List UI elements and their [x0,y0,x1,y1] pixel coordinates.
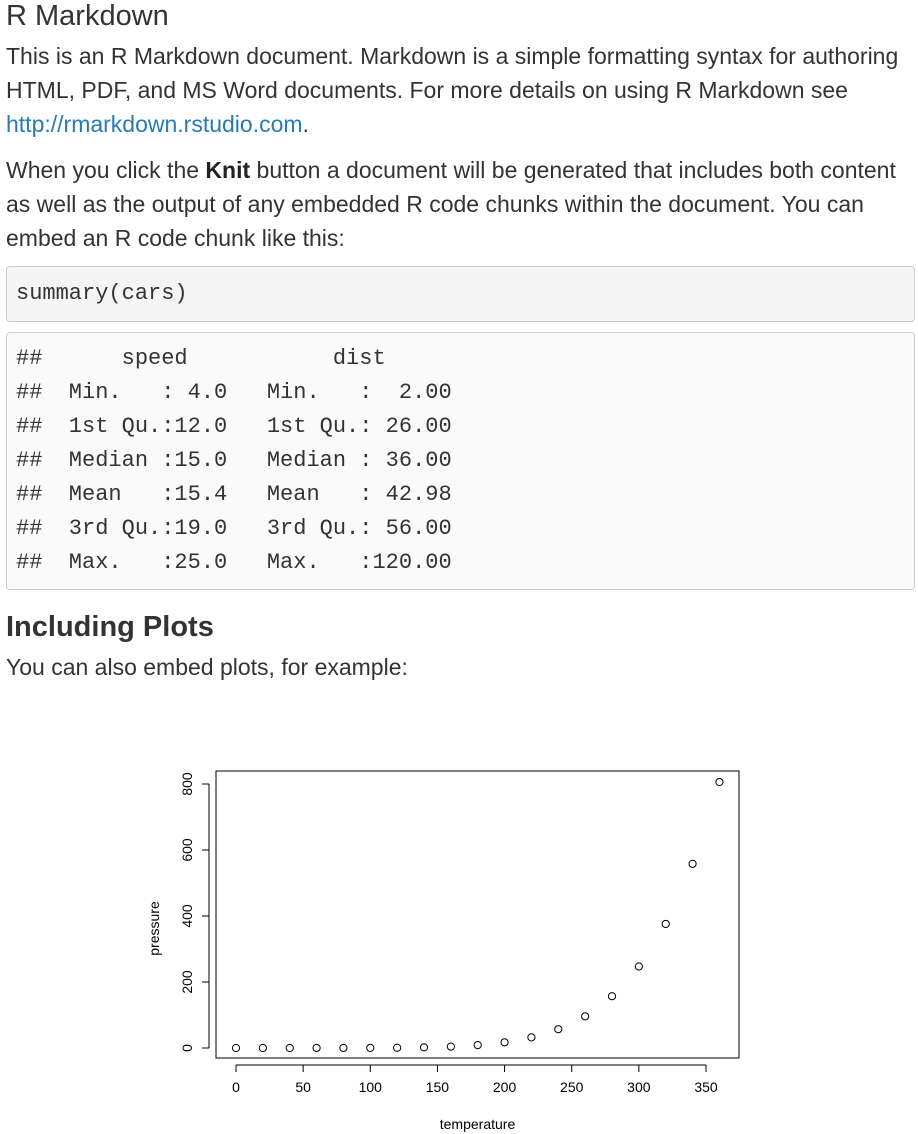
knit-text-before: When you click the [6,157,206,183]
x-tick-label: 200 [493,1079,517,1095]
x-tick-label: 300 [627,1079,651,1095]
y-tick-label: 800 [179,772,195,796]
data-point [661,919,670,929]
x-tick-label: 350 [694,1079,718,1095]
y-tick-label: 200 [179,970,195,994]
knit-bold: Knit [205,157,251,183]
data-point [258,1043,267,1053]
data-point [500,1038,509,1047]
data-point [393,1043,402,1052]
y-tick-label: 600 [179,838,195,862]
rmarkdown-link[interactable]: http://rmarkdown.rstudio.com [6,111,303,137]
data-point [446,1042,455,1051]
x-tick-label: 250 [560,1079,584,1095]
x-tick-label: 50 [295,1079,311,1095]
data-point [688,859,697,868]
page-title: R Markdown [6,0,169,32]
code-output: ## speed dist ## Min. : 4.0 Min. : 2.00 … [6,332,915,590]
knit-text-after: button a document will be generated that… [6,157,896,251]
data-point [554,1025,563,1034]
x-tick-label: 0 [232,1079,240,1095]
data-point [231,1043,241,1053]
intro-text: This is an R Markdown document. Markdown… [6,43,899,103]
code-output-text: ## speed dist ## Min. : 4.0 Min. : 2.00 … [16,346,452,575]
data-point [339,1043,348,1053]
data-point [527,1033,536,1042]
knit-paragraph: When you click the Knit button a documen… [6,153,918,255]
pressure-scatter-plot: 0 50 100 150 200 250 300 350 temperature 0 200 400 6… [146,770,740,1132]
code-chunk-source: summary(cars) [16,281,188,306]
data-point [473,1040,482,1050]
data-point [419,1043,429,1052]
data-point [715,777,724,787]
data-point [607,992,617,1001]
plots-paragraph: You can also embed plots, for example: [6,654,408,680]
x-axis-label: temperature [440,1116,516,1132]
data-point [285,1043,294,1053]
plot-frame [215,770,740,1059]
y-tick-label: 400 [179,904,195,928]
data-point [634,962,643,971]
section-heading: Including Plots [6,611,214,643]
y-axis-label: pressure [146,901,162,956]
x-tick-label: 150 [426,1079,450,1095]
code-chunk: summary(cars) [6,266,915,322]
data-point [366,1043,375,1053]
x-tick-label: 100 [359,1079,383,1095]
intro-paragraph: This is an R Markdown document. Markdown… [6,39,911,141]
intro-period: . [302,111,309,137]
data-point [581,1012,590,1021]
data-point [312,1043,321,1053]
y-tick-label: 0 [179,1044,195,1052]
